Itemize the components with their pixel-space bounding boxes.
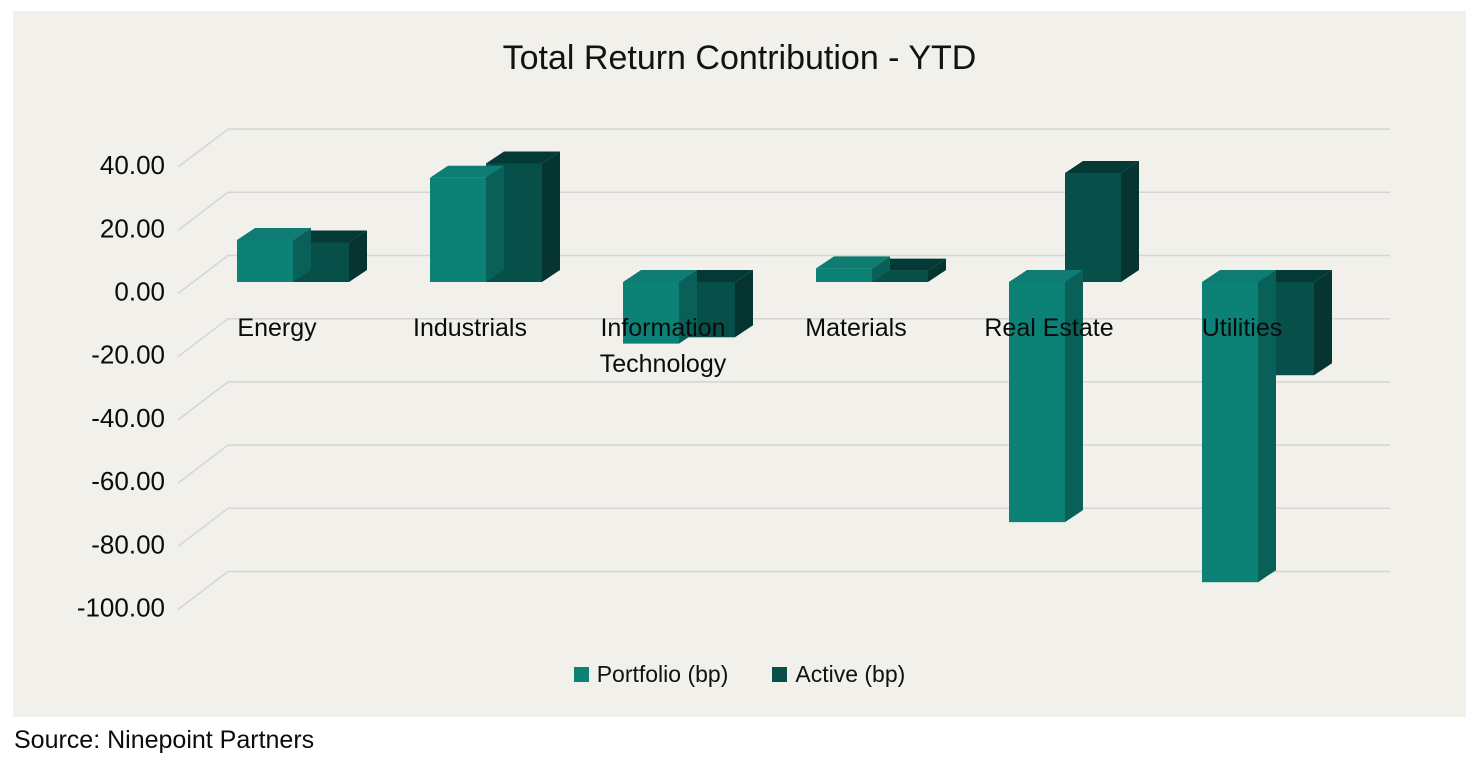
bar-portfolio-3 (816, 256, 890, 282)
bar-active-4 (1065, 160, 1139, 282)
y-tick-label: -60.00 (91, 466, 165, 496)
bar-portfolio-2 (623, 270, 697, 344)
category-label: Information (600, 314, 725, 342)
bar-portfolio-0 (237, 227, 311, 282)
chart-canvas: 40.00 20.00 0.00 -20.00 -40.00 -60.00 -80.00 -1… (77, 128, 1390, 623)
category-label: Materials (805, 314, 906, 342)
y-tick-label: 20.00 (100, 213, 165, 243)
bar-portfolio-5 (1202, 270, 1276, 583)
y-tick-label: 0.00 (114, 277, 165, 307)
bar-portfolio-4 (1009, 270, 1083, 523)
category-label: Technology (600, 350, 727, 378)
y-tick-label: -20.00 (91, 340, 165, 370)
y-tick-label: -100.00 (77, 593, 165, 623)
source-note: Source: Ninepoint Partners (14, 726, 315, 754)
legend-label-active: Active (bp) (795, 661, 906, 687)
category-label: Real Estate (984, 314, 1113, 342)
legend-swatch-portfolio-icon (573, 667, 589, 682)
category-label: Utilities (1202, 314, 1283, 342)
category-label: Industrials (413, 314, 527, 342)
chart-title: Total Return Contribution - YTD (502, 39, 977, 77)
legend-item-portfolio: Portfolio (bp) (573, 661, 729, 688)
y-tick-label: -40.00 (91, 403, 165, 433)
legend-label-portfolio: Portfolio (bp) (596, 661, 729, 687)
chart-legend: Portfolio (bp) Active (bp) (13, 661, 1466, 688)
y-tick-label: 40.00 (100, 150, 165, 180)
legend-swatch-active-icon (772, 667, 788, 682)
bar-active-3 (872, 258, 946, 282)
y-tick-label: -80.00 (91, 529, 165, 559)
bar-portfolio-1 (430, 165, 504, 282)
chart-card: Total Return Contribution - YTD 40.00 20.… (13, 11, 1466, 717)
legend-item-active: Active (bp) (772, 661, 905, 688)
category-label: Energy (237, 314, 317, 342)
